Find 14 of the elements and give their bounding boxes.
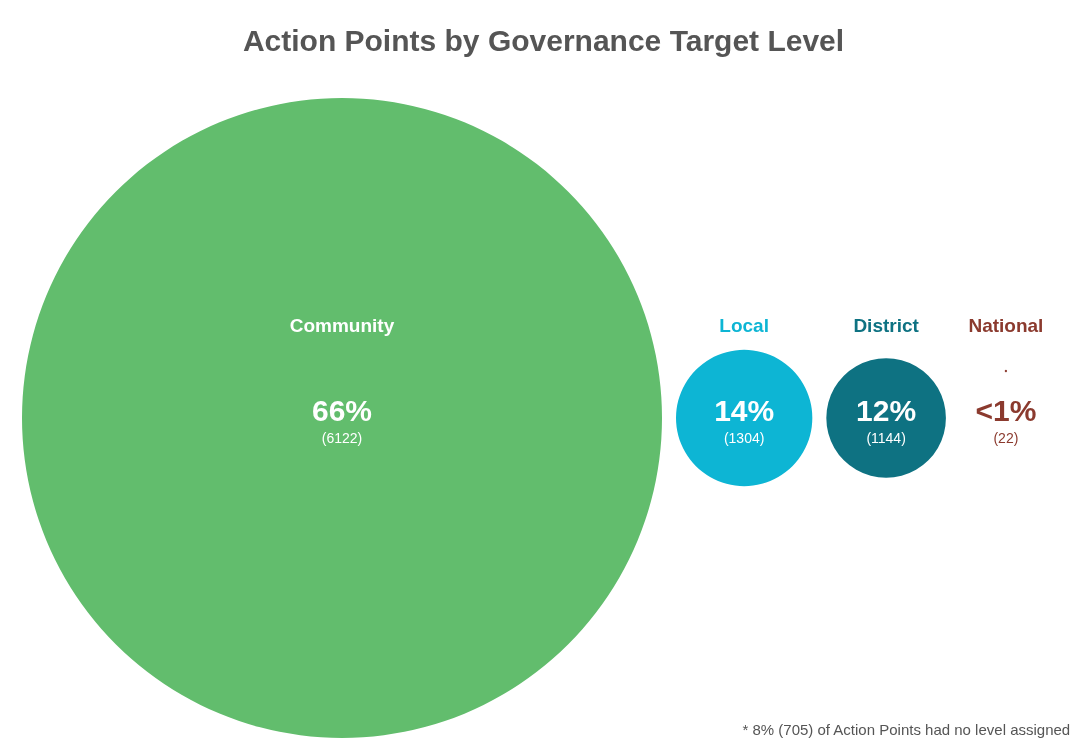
- text: Action Points by Governance Target Level: [242, 23, 845, 57]
- data-label: (1144): [866, 430, 906, 446]
- data-label: (22): [993, 430, 1019, 446]
- category-label: Local: [719, 314, 769, 336]
- data-label: (1304): [723, 430, 765, 446]
- text: 12%: [856, 393, 917, 427]
- category-label: District: [853, 314, 920, 336]
- text: 14%: [714, 393, 775, 427]
- data-label: (6122): [321, 430, 363, 446]
- text: * 8% (705) of Action Points had no level assigned: [742, 721, 1071, 738]
- text: 66%: [311, 393, 373, 427]
- text: <1%: [975, 393, 1037, 427]
- category-label: Community: [289, 314, 395, 336]
- category-label: National: [968, 314, 1044, 336]
